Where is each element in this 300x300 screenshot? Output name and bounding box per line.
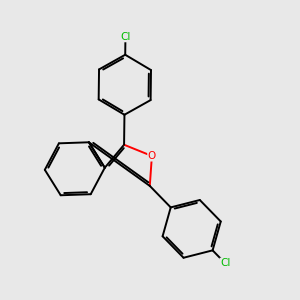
Text: Cl: Cl bbox=[120, 32, 130, 42]
Text: Cl: Cl bbox=[220, 258, 230, 268]
Text: O: O bbox=[148, 151, 156, 161]
